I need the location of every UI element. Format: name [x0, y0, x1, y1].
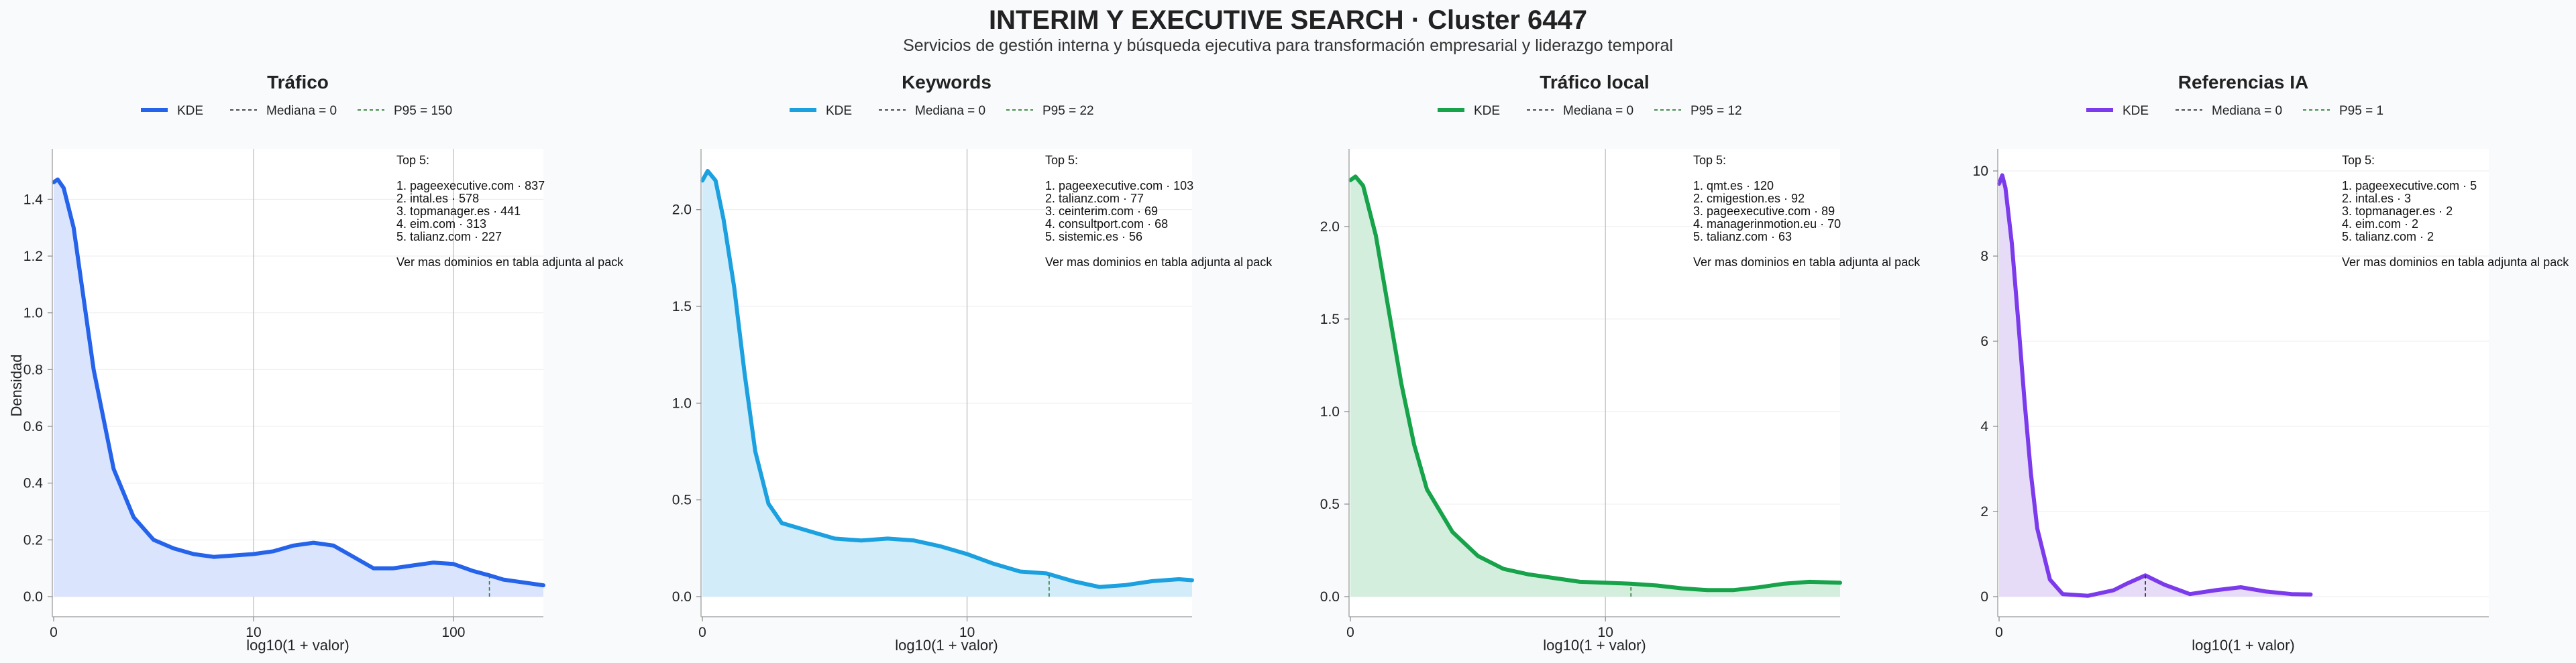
panel-4-ytick-label-3: 6	[1980, 334, 1988, 349]
panel-3-note-line-8: Ver mas dominios en tabla adjunta al pac…	[1693, 255, 1921, 269]
panel-1-ytick-label-3: 0.6	[23, 419, 43, 434]
panel-3-title: Tráfico local	[1540, 72, 1649, 93]
panel-1-note-line-5: 4. eim.com · 313	[396, 217, 486, 231]
panel-4-kde-line	[1997, 173, 2313, 598]
panel-3-kde-fill	[1350, 176, 1840, 597]
panel-3-note-line-4: 3. pageexecutive.com · 89	[1693, 204, 1835, 218]
panel-2-kde-fill	[702, 171, 1192, 597]
panel-2-ytick-label-0: 0.0	[672, 589, 692, 605]
panel-4-xtick-label-0: 0	[1995, 625, 2003, 640]
panel-2-xtick-label-0: 0	[698, 625, 706, 640]
panel-3-ytick-label-3: 1.5	[1320, 312, 1340, 327]
panel-3-legend-median-label: Mediana = 0	[1563, 104, 1633, 118]
panel-4-legend-kde-label: KDE	[2123, 104, 2149, 118]
panel-3-ytick-label-0: 0.0	[1320, 589, 1340, 605]
panel-2-note-line-6: 5. sistemic.es · 56	[1045, 230, 1142, 243]
panel-4-ytick-label-2: 4	[1980, 419, 1988, 434]
panel-1-kde-fill	[54, 179, 543, 597]
panel-1-ytick-label-1: 0.2	[23, 532, 43, 548]
panel-3-ytick-label-1: 0.5	[1320, 497, 1340, 512]
panel-1-y-axis-label: Densidad	[8, 355, 25, 417]
panel-3-x-axis-label: log10(1 + valor)	[1543, 637, 1646, 654]
panel-4-ytick-label-1: 2	[1980, 504, 1988, 520]
panel-2-xtick-label-1: 10	[959, 625, 975, 640]
panel-4-note-line-6: 5. talianz.com · 2	[2342, 230, 2434, 243]
panel-1-note-line-2: 1. pageexecutive.com · 837	[396, 179, 545, 192]
panel-4-note-line-0: Top 5:	[2342, 154, 2375, 167]
panel-4-ytick-label-0: 0	[1980, 589, 1988, 605]
panel-3-legend-p95-label: P95 = 12	[1690, 104, 1742, 118]
panel-1-ytick-label-5: 1.0	[23, 306, 43, 321]
panel-1-ytick-label-2: 0.4	[23, 476, 44, 491]
panel-3-xtick-label-0: 0	[1346, 625, 1354, 640]
panel-1-xtick-label-2: 100	[441, 625, 465, 640]
panel-4-note-line-3: 2. intal.es · 3	[2342, 192, 2411, 205]
panel-3-note-line-2: 1. qmt.es · 120	[1693, 179, 1774, 192]
panel-1-ytick-label-7: 1.4	[23, 192, 44, 207]
panel-1-xtick-label-1: 10	[246, 625, 261, 640]
panel-4-legend-median-label: Mediana = 0	[2212, 104, 2282, 118]
panel-1-note-line-8: Ver mas dominios en tabla adjunta al pac…	[396, 255, 624, 269]
panel-3-note-line-3: 2. cmigestion.es · 92	[1693, 192, 1805, 205]
panel-2-note-line-3: 2. talianz.com · 77	[1045, 192, 1144, 205]
panel-2-kde-line	[700, 169, 1194, 589]
panel-2-legend-kde-label: KDE	[826, 104, 852, 118]
panel-1-legend-p95-label: P95 = 150	[394, 104, 452, 118]
panel-1-xtick-label-0: 0	[50, 625, 58, 640]
panel-4-x-axis-label: log10(1 + valor)	[2192, 637, 2294, 654]
panel-2-note-line-8: Ver mas dominios en tabla adjunta al pac…	[1045, 255, 1273, 269]
panel-4-note-line-2: 1. pageexecutive.com · 5	[2342, 179, 2477, 192]
panel-2-ytick-label-2: 1.0	[672, 396, 692, 411]
panel-3-legend-kde-label: KDE	[1474, 104, 1500, 118]
panel-2-ytick-label-1: 0.5	[672, 493, 692, 508]
panel-4-note-line-5: 4. eim.com · 2	[2342, 217, 2418, 231]
panel-4-legend-p95-label: P95 = 1	[2339, 104, 2383, 118]
figure-subtitle: Servicios de gestión interna y búsqueda …	[903, 36, 1673, 55]
panel-2-x-axis-label: log10(1 + valor)	[895, 637, 998, 654]
panel-2-title: Keywords	[902, 72, 991, 93]
figure-title: INTERIM Y EXECUTIVE SEARCH · Cluster 644…	[988, 5, 1588, 35]
panel-1-note-line-3: 2. intal.es · 578	[396, 192, 479, 205]
panel-3-note-line-0: Top 5:	[1693, 154, 1726, 167]
panel-3-note-line-5: 4. managerinmotion.eu · 70	[1693, 217, 1841, 231]
panel-2-legend-p95-label: P95 = 22	[1042, 104, 1094, 118]
panel-4-note-line-4: 3. topmanager.es · 2	[2342, 204, 2453, 218]
panel-2-note-line-4: 3. ceinterim.com · 69	[1045, 204, 1158, 218]
panel-1-title: Tráfico	[267, 72, 329, 93]
panel-3-kde-line	[1348, 174, 1842, 593]
panel-1-legend-kde-label: KDE	[177, 104, 203, 118]
panel-3-note-line-6: 5. talianz.com · 63	[1693, 230, 1792, 243]
panel-2-ytick-label-3: 1.5	[672, 299, 692, 314]
panel-3-ytick-label-4: 2.0	[1320, 219, 1340, 235]
panel-2-note-line-0: Top 5:	[1045, 154, 1078, 167]
panel-4-kde-fill	[1999, 175, 2311, 597]
panel-1-ytick-label-4: 0.8	[23, 362, 43, 377]
panel-1-note-line-0: Top 5:	[396, 154, 429, 167]
panel-3-ytick-label-2: 1.0	[1320, 404, 1340, 420]
panel-4-ytick-label-5: 10	[1973, 164, 1988, 179]
panel-1-ytick-label-6: 1.2	[23, 249, 43, 264]
panel-2-note-line-2: 1. pageexecutive.com · 103	[1045, 179, 1193, 192]
panel-1-note-line-4: 3. topmanager.es · 441	[396, 204, 521, 218]
panel-1-note-line-6: 5. talianz.com · 227	[396, 230, 502, 243]
panel-1-x-axis-label: log10(1 + valor)	[246, 637, 349, 654]
panel-4-note-line-8: Ver mas dominios en tabla adjunta al pac…	[2342, 255, 2569, 269]
panel-1-ytick-label-0: 0.0	[23, 589, 43, 605]
panel-1-legend-median-label: Mediana = 0	[266, 104, 337, 118]
panel-2-legend-median-label: Mediana = 0	[915, 104, 985, 118]
panel-1-kde-line	[52, 177, 545, 588]
panel-2-ytick-label-4: 2.0	[672, 202, 692, 218]
panel-4-ytick-label-4: 8	[1980, 249, 1988, 264]
panel-4-title: Referencias IA	[2178, 72, 2309, 93]
panel-3-xtick-label-1: 10	[1598, 625, 1613, 640]
panel-4-plot-area	[1998, 149, 2489, 617]
panel-2-note-line-5: 4. consultport.com · 68	[1045, 217, 1168, 231]
